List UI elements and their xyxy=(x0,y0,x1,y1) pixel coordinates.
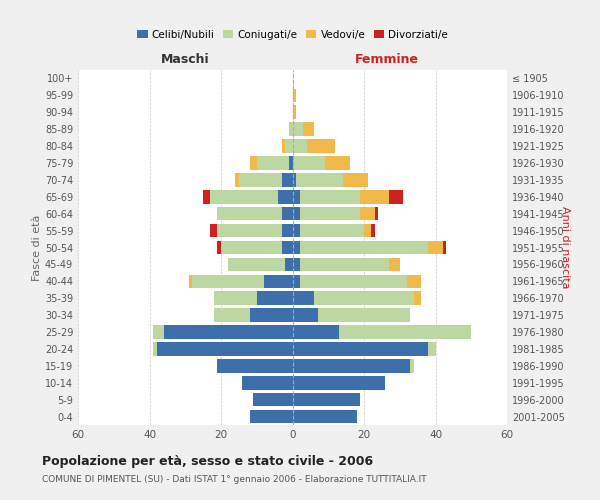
Bar xyxy=(293,308,317,322)
Bar xyxy=(296,173,343,186)
Bar xyxy=(293,410,357,424)
Bar xyxy=(361,207,375,220)
Bar xyxy=(189,274,193,288)
Bar xyxy=(307,140,335,153)
Bar xyxy=(428,342,436,355)
Bar xyxy=(217,240,221,254)
Bar xyxy=(293,240,299,254)
Bar xyxy=(293,258,299,271)
Bar xyxy=(253,393,293,406)
Bar xyxy=(339,326,471,339)
Bar xyxy=(293,88,296,102)
Bar xyxy=(299,207,361,220)
Bar xyxy=(210,190,278,203)
Bar xyxy=(293,292,314,305)
Bar xyxy=(217,207,282,220)
Bar xyxy=(314,292,414,305)
Bar xyxy=(299,274,407,288)
Bar xyxy=(299,240,428,254)
Bar xyxy=(293,274,299,288)
Bar xyxy=(235,173,239,186)
Bar xyxy=(228,258,286,271)
Bar xyxy=(289,122,293,136)
Bar xyxy=(282,240,293,254)
Bar xyxy=(217,224,282,237)
Bar xyxy=(214,292,257,305)
Bar xyxy=(153,342,157,355)
Bar xyxy=(250,156,257,170)
Bar xyxy=(282,173,293,186)
Bar xyxy=(317,308,410,322)
Bar xyxy=(264,274,293,288)
Bar xyxy=(164,326,293,339)
Bar xyxy=(210,224,217,237)
Bar xyxy=(282,224,293,237)
Bar xyxy=(364,224,371,237)
Bar xyxy=(293,342,428,355)
Text: Maschi: Maschi xyxy=(161,54,209,66)
Bar xyxy=(303,122,314,136)
Bar xyxy=(239,173,282,186)
Bar xyxy=(293,359,410,372)
Bar xyxy=(221,240,282,254)
Text: Popolazione per età, sesso e stato civile - 2006: Popolazione per età, sesso e stato civil… xyxy=(42,455,373,468)
Bar xyxy=(157,342,293,355)
Text: COMUNE DI PIMENTEL (SU) - Dati ISTAT 1° gennaio 2006 - Elaborazione TUTTITALIA.I: COMUNE DI PIMENTEL (SU) - Dati ISTAT 1° … xyxy=(42,475,427,484)
Bar xyxy=(193,274,264,288)
Bar xyxy=(389,258,400,271)
Bar xyxy=(414,292,421,305)
Bar xyxy=(250,410,293,424)
Bar xyxy=(286,258,293,271)
Bar xyxy=(325,156,350,170)
Bar xyxy=(293,140,307,153)
Bar xyxy=(257,292,293,305)
Bar xyxy=(407,274,421,288)
Bar xyxy=(293,376,385,390)
Bar xyxy=(293,156,325,170)
Bar xyxy=(153,326,164,339)
Bar xyxy=(428,240,443,254)
Bar xyxy=(214,308,250,322)
Bar xyxy=(343,173,368,186)
Bar xyxy=(293,106,296,119)
Bar xyxy=(293,224,299,237)
Bar xyxy=(293,393,361,406)
Bar xyxy=(371,224,375,237)
Text: Femmine: Femmine xyxy=(355,54,419,66)
Bar xyxy=(443,240,446,254)
Bar xyxy=(282,140,286,153)
Y-axis label: Fasce di età: Fasce di età xyxy=(32,214,42,280)
Bar xyxy=(299,190,361,203)
Bar xyxy=(375,207,379,220)
Bar xyxy=(361,190,389,203)
Bar xyxy=(293,173,296,186)
Bar xyxy=(286,140,293,153)
Bar xyxy=(289,156,293,170)
Legend: Celibi/Nubili, Coniugati/e, Vedovi/e, Divorziati/e: Celibi/Nubili, Coniugati/e, Vedovi/e, Di… xyxy=(133,26,452,44)
Bar xyxy=(203,190,210,203)
Y-axis label: Anni di nascita: Anni di nascita xyxy=(560,206,570,289)
Bar xyxy=(278,190,293,203)
Bar xyxy=(299,224,364,237)
Bar xyxy=(410,359,414,372)
Bar xyxy=(242,376,293,390)
Bar xyxy=(299,258,389,271)
Bar xyxy=(257,156,289,170)
Bar xyxy=(293,207,299,220)
Bar xyxy=(282,207,293,220)
Bar xyxy=(293,190,299,203)
Bar xyxy=(293,122,303,136)
Bar xyxy=(250,308,293,322)
Bar xyxy=(389,190,403,203)
Bar xyxy=(217,359,293,372)
Bar xyxy=(293,326,339,339)
